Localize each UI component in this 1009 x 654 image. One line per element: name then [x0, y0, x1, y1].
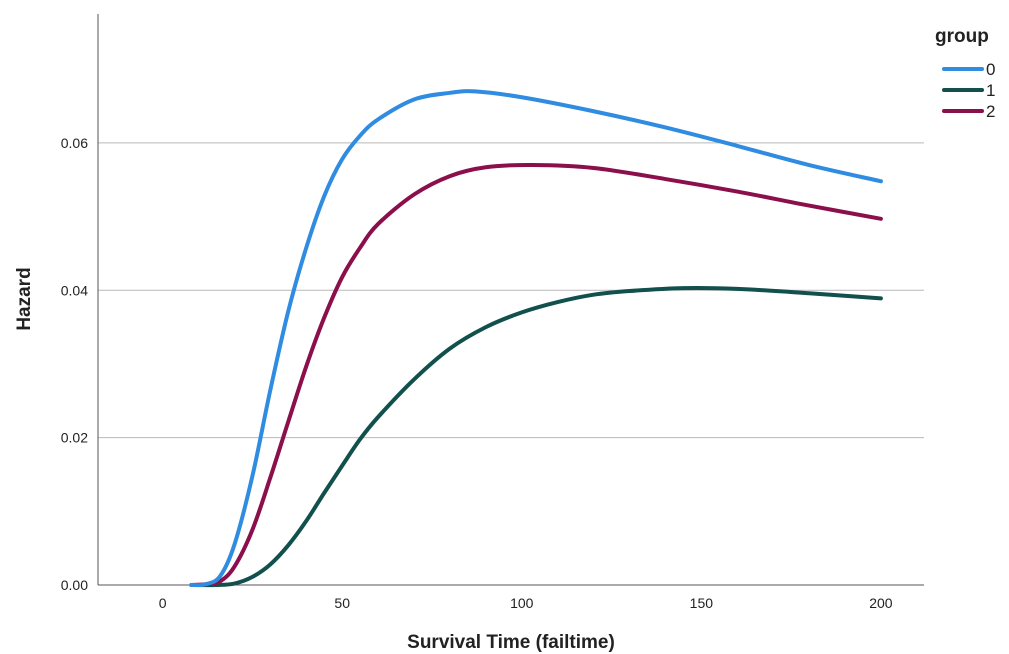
series-line-group-0: [189, 89, 883, 588]
series-line-group-1: [189, 285, 883, 588]
gridlines: [98, 142, 924, 439]
y-tick-label: 0.06: [61, 135, 88, 151]
y-tick-label: 0.00: [61, 577, 88, 593]
x-tick-label: 200: [869, 595, 893, 611]
legend-label-0: 0: [986, 60, 995, 79]
legend: group 0 1 2: [935, 26, 995, 121]
legend-label-1: 1: [986, 81, 995, 100]
x-tick-label: 0: [159, 595, 167, 611]
x-tick-label: 50: [334, 595, 350, 611]
tick-labels: 0 50 100 150 200 0.00 0.02 0.04 0.06: [61, 135, 893, 611]
series-line-group-2: [189, 163, 883, 587]
series-lines: [189, 89, 883, 588]
y-tick-label: 0.02: [61, 430, 88, 446]
x-tick-label: 150: [690, 595, 714, 611]
y-tick-label: 0.04: [61, 282, 88, 298]
x-axis-title: Survival Time (failtime): [407, 632, 615, 653]
legend-title: group: [935, 26, 989, 47]
x-tick-label: 100: [510, 595, 534, 611]
legend-label-2: 2: [986, 102, 995, 121]
axes: [97, 14, 924, 586]
y-axis-title: Hazard: [14, 267, 35, 330]
